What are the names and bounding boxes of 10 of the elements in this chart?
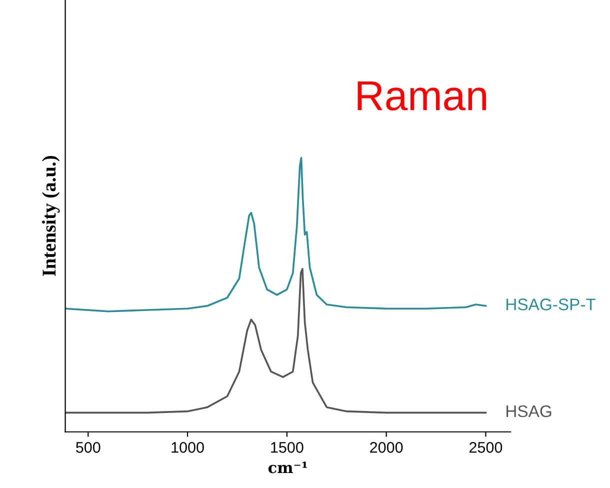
x-tick-label: 2000 (370, 442, 403, 453)
series-label: HSAG (506, 405, 552, 418)
x-tick-label: 2500 (470, 442, 502, 453)
y-axis-title: Intensity (a.u.) (42, 156, 60, 276)
text: Raman (358, 81, 486, 111)
x-tick-label: 500 (76, 442, 100, 453)
x-axis-title: cm⁻¹ (268, 462, 307, 474)
series-label: HSAG-SP-T (506, 298, 596, 310)
x-tick-label: 1500 (271, 442, 304, 453)
x-tick-label: 1000 (172, 442, 204, 453)
